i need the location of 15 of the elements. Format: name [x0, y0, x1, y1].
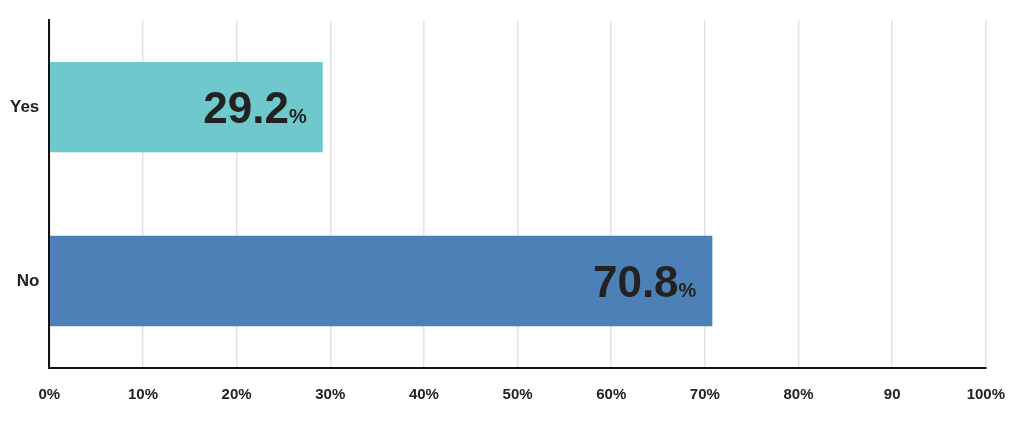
y-tick-label: No	[16, 270, 40, 290]
x-tick-label: 100%	[966, 385, 1006, 403]
x-tick-label: 20%	[221, 385, 252, 403]
x-tick-label: 10%	[127, 385, 158, 403]
x-tick-label: 60%	[596, 385, 627, 403]
x-tick-label: 80%	[783, 385, 814, 403]
x-tick-label: 0%	[38, 385, 61, 403]
y-tick-label: Yes	[10, 96, 40, 116]
x-tick-label: 40%	[408, 385, 439, 403]
data-label: 70.8%	[592, 257, 697, 307]
x-tick-label: 50%	[502, 385, 533, 403]
x-tick-label: 30%	[315, 385, 346, 403]
x-tick-label: 90	[883, 385, 901, 403]
x-tick-label: 70%	[689, 385, 720, 403]
data-label: 29.2%	[203, 83, 307, 133]
